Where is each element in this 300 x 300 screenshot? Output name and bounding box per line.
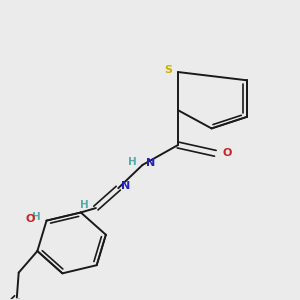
Text: S: S <box>165 65 173 75</box>
Text: O: O <box>222 148 231 158</box>
Text: H: H <box>128 157 137 166</box>
Text: H: H <box>80 200 89 210</box>
Text: O: O <box>25 214 34 224</box>
Text: H: H <box>32 212 41 222</box>
Text: N: N <box>146 158 155 168</box>
Text: N: N <box>121 182 130 191</box>
